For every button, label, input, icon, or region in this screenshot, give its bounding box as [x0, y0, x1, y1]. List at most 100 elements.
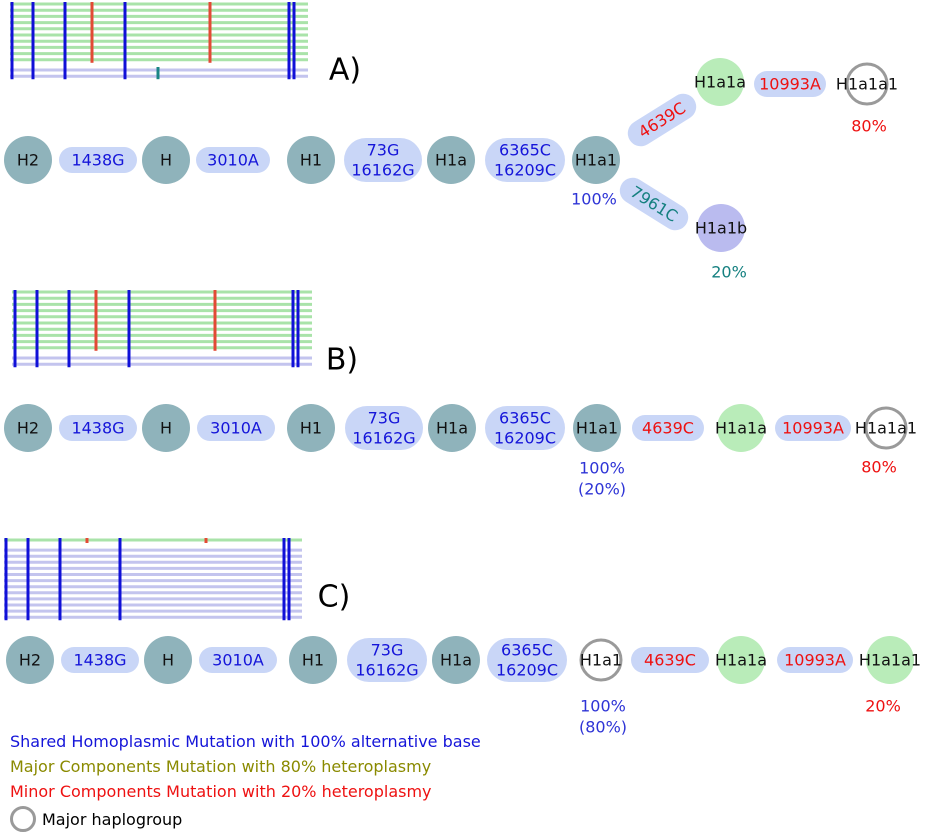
- node-label: H1a1: [575, 151, 617, 170]
- mutation-3010a: 3010A: [199, 647, 277, 673]
- node-circle: [432, 636, 480, 684]
- node-h2: H2: [4, 136, 52, 184]
- mutation-label: 73G: [367, 141, 400, 160]
- mutation-label: 10993A: [759, 75, 821, 94]
- node-label: H1a1: [576, 419, 618, 438]
- legend-minor-components: Minor Components Mutation with 20% heter…: [10, 782, 432, 801]
- mutation-pill: [631, 647, 709, 673]
- node-circle: [289, 636, 337, 684]
- node-h1: H1: [289, 636, 337, 684]
- mutation-pill: [627, 93, 697, 147]
- mutation-label: 16162G: [355, 661, 418, 680]
- panel-label-a: A): [329, 53, 361, 88]
- node-circle: [697, 204, 745, 252]
- reads-panel-b: [12, 290, 312, 368]
- mutation-pill: [619, 177, 689, 231]
- node-circle: [428, 404, 476, 452]
- mutation-pill: [347, 638, 427, 682]
- percent-label: 100%: [579, 459, 625, 478]
- mutation-label: 10993A: [782, 419, 844, 438]
- mutation-label: 1438G: [73, 651, 126, 670]
- percent-label: 80%: [851, 117, 887, 136]
- node-circle: [573, 404, 621, 452]
- mutation-label: 3010A: [210, 419, 262, 438]
- node-circle: [4, 136, 52, 184]
- node-circle: [4, 404, 52, 452]
- mutation-4639c: 4639C: [627, 93, 697, 147]
- mutation-10993a: 10993A: [775, 415, 851, 441]
- node-h1a1b: H1a1b: [695, 204, 747, 252]
- mutation-10993a: 10993A: [777, 647, 853, 673]
- mutation-label: 4639C: [642, 419, 694, 438]
- mutation-pill: [775, 415, 851, 441]
- major-haplogroup-ring: [579, 638, 623, 682]
- node-label: H1a: [436, 419, 468, 438]
- mutation-pill: [197, 415, 275, 441]
- node-circle: [427, 136, 475, 184]
- mutation-pill: [345, 406, 423, 450]
- node-circle: [717, 404, 765, 452]
- node-circle: [572, 136, 620, 184]
- legend-shared: Shared Homoplasmic Mutation with 100% al…: [10, 732, 481, 751]
- mutation-label: 16162G: [352, 429, 415, 448]
- mutation-10993a: 10993A: [754, 71, 826, 97]
- node-label: H1a1b: [695, 219, 747, 238]
- mutation-pill: [777, 647, 853, 673]
- mutation-label: 1438G: [71, 151, 124, 170]
- mutation-pill: [344, 138, 422, 182]
- mutation-3010a: 3010A: [197, 415, 275, 441]
- node-h1a1a: H1a1a: [715, 404, 767, 452]
- node-h1a1: H1a1: [573, 404, 621, 452]
- mutation-pill: [199, 647, 277, 673]
- panel-label-b: B): [326, 343, 358, 378]
- node-label: H1: [302, 651, 324, 670]
- mutation-label: 73G: [368, 409, 401, 428]
- node-circle: [144, 636, 192, 684]
- node-h: H: [142, 136, 190, 184]
- mutation-label: 4639C: [644, 651, 696, 670]
- mutation-label: 16162G: [351, 161, 414, 180]
- percent-label: 20%: [865, 697, 901, 716]
- node-label: H2: [17, 151, 39, 170]
- percent-label: 20%: [711, 263, 747, 282]
- mutation-label: 16209C: [494, 161, 556, 180]
- node-label: H2: [19, 651, 41, 670]
- node-h1a1: H1a1: [572, 136, 620, 184]
- mutation-3010a: 3010A: [196, 147, 270, 173]
- percent-label: (80%): [579, 718, 627, 737]
- node-h1: H1: [287, 136, 335, 184]
- panel-label-c: C): [318, 580, 351, 615]
- node-h: H: [142, 404, 190, 452]
- node-h1a1a1: H1a1a1: [859, 636, 921, 684]
- mutation-pill: [196, 147, 270, 173]
- mutation-label: 16209C: [496, 661, 558, 680]
- node-label: H1a: [440, 651, 472, 670]
- node-label: H: [162, 651, 174, 670]
- node-label: H2: [17, 419, 39, 438]
- node-circle: [287, 136, 335, 184]
- mutation-pill: [485, 138, 565, 182]
- node-label: H1a1a1: [859, 651, 921, 670]
- node-label: H1a1a1: [855, 419, 917, 438]
- mutation-1438g: 1438G: [61, 647, 139, 673]
- node-h1a1a1: H1a1a1: [855, 406, 917, 450]
- mutation-label: 3010A: [207, 151, 259, 170]
- node-circle: [142, 136, 190, 184]
- node-h1a1a: H1a1a: [694, 58, 746, 106]
- mutation-1438g: 1438G: [59, 147, 137, 173]
- mutation-1438g: 1438G: [59, 415, 137, 441]
- node-circle: [287, 404, 335, 452]
- node-circle: [6, 636, 54, 684]
- node-label: H1a1a: [715, 651, 767, 670]
- percent-label: 100%: [580, 697, 626, 716]
- legend-major-components: Major Components Mutation with 80% heter…: [10, 757, 432, 776]
- mutation-label: 6365C: [501, 641, 553, 660]
- mutation-label: 73G: [371, 641, 404, 660]
- mutation-4639c: 4639C: [631, 647, 709, 673]
- major-haplogroup-ring-icon: [10, 806, 36, 832]
